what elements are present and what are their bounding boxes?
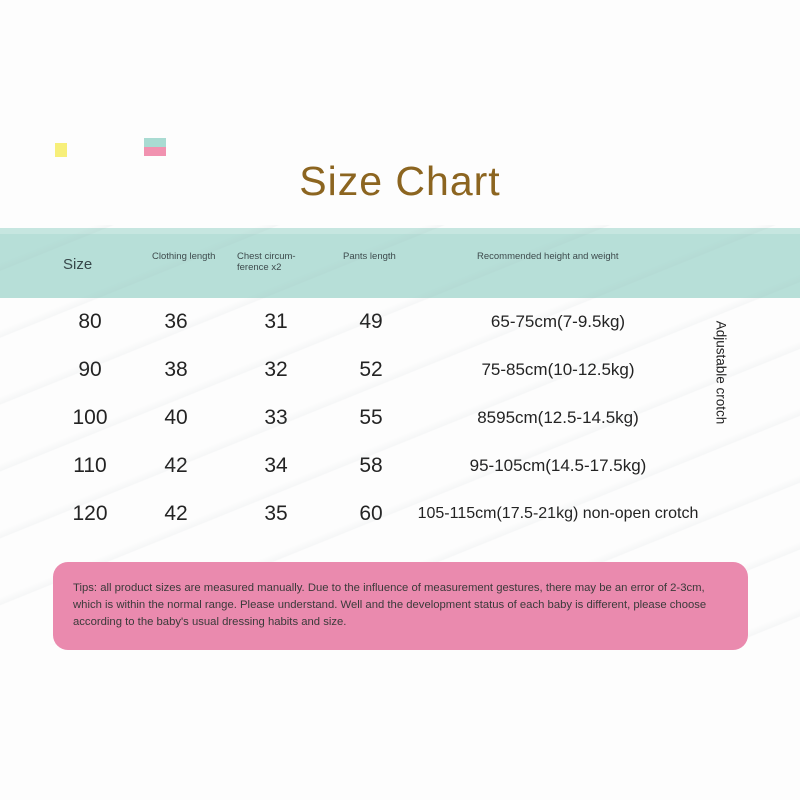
cell-clothing-length: 36 [164,310,188,333]
cell-size: 100 [72,406,108,429]
cell-clothing-length: 38 [164,358,188,381]
pink-half [144,147,166,156]
cell-chest-circumference: 32 [264,358,288,381]
table-row: 90 38 32 52 75-85cm(10-12.5kg) [0,346,800,394]
cell-chest-circumference: 35 [264,502,288,525]
cell-size: 80 [78,310,102,333]
cell-recommended: 75-85cm(10-12.5kg) [481,360,635,379]
cell-recommended: 65-75cm(7-9.5kg) [490,312,626,331]
cell-size: 90 [78,358,102,381]
teal-half [144,138,166,147]
cell-chest-circumference: 33 [264,406,288,429]
yellow-square-decoration [55,143,67,157]
page-title: Size Chart [299,158,501,204]
cell-chest-circumference: 34 [264,454,288,477]
size-table-body: 80 36 31 49 65-75cm(7-9.5kg) 90 38 32 52… [0,298,800,538]
side-label-text: Adjustable crotch [713,320,729,424]
column-header-pants-length: Pants length [343,251,396,262]
cell-size: 120 [72,502,108,525]
column-header-recommended-height-weight: Recommended height and weight [477,251,619,262]
cell-pants-length: 52 [359,358,383,381]
cell-clothing-length: 42 [164,502,188,525]
tips-text: Tips: all product sizes are measured man… [73,582,707,628]
column-header-clothing-length: Clothing length [152,251,216,262]
cell-size: 110 [73,454,107,477]
cell-recommended: 8595cm(12.5-14.5kg) [477,408,639,427]
column-header-size: Size [63,256,93,273]
cell-pants-length: 60 [359,502,383,525]
table-row: 110 42 34 58 95-105cm(14.5-17.5kg) [0,442,800,490]
band-sheen [0,228,800,234]
table-row: 80 36 31 49 65-75cm(7-9.5kg) [0,298,800,346]
adjustable-crotch-side-label: Adjustable crotch [706,302,736,442]
cell-pants-length: 58 [359,454,383,477]
table-row: 100 40 33 55 8595cm(12.5-14.5kg) [0,394,800,442]
cell-clothing-length: 40 [164,406,188,429]
column-header-chest-circumference: Chest circum-ference x2 [237,251,296,273]
cell-pants-length: 49 [359,310,383,333]
cell-pants-length: 55 [359,406,383,429]
cell-recommended: 105-115cm(17.5-21kg) non-open crotch [417,505,699,522]
cell-chest-circumference: 31 [264,310,288,333]
teal-pink-rectangle-decoration [144,138,166,156]
table-header-band [0,228,800,298]
cell-clothing-length: 42 [164,454,188,477]
tips-box: Tips: all product sizes are measured man… [53,562,748,650]
cell-recommended: 95-105cm(14.5-17.5kg) [469,456,647,475]
table-row: 120 42 35 60 105-115cm(17.5-21kg) non-op… [0,490,800,538]
